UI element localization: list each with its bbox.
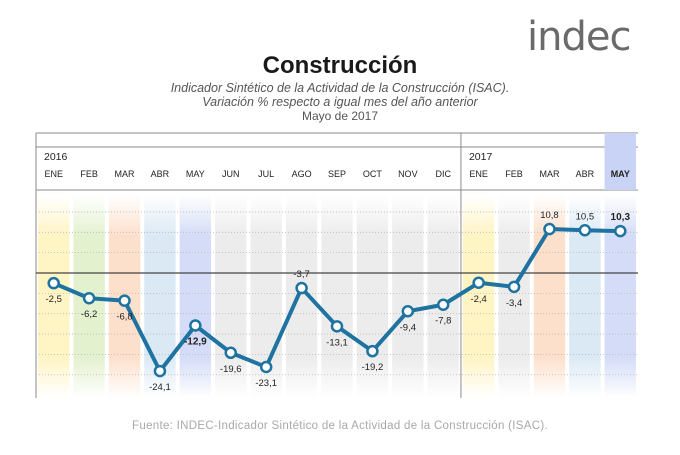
data-label: -2,5 (46, 294, 62, 305)
data-point (224, 346, 238, 360)
column-band (462, 195, 495, 398)
data-label: -24,1 (149, 382, 171, 393)
data-label: -13,1 (326, 337, 348, 348)
data-label: -2,4 (470, 294, 486, 305)
month-label-abr: ABR (151, 169, 170, 179)
month-label-mar: MAR (539, 169, 560, 179)
data-label: -6,8 (116, 312, 132, 323)
month-label-mar: MAR (115, 169, 136, 179)
data-point (189, 319, 202, 332)
data-point (578, 224, 592, 237)
data-label: -19,2 (362, 362, 384, 373)
indec-logo: indec (527, 14, 631, 60)
data-label: 10,5 (576, 211, 595, 222)
data-point (436, 298, 450, 311)
column-band (392, 195, 424, 398)
year-label-2017: 2017 (469, 151, 493, 163)
source-note: Fuente: INDEC-Indicador Sintético de la … (132, 420, 548, 432)
data-point (366, 344, 379, 358)
month-label-sep: SEP (328, 169, 346, 179)
data-point (295, 281, 308, 295)
data-label: -19,6 (220, 364, 242, 375)
month-label-ene: ENE (44, 169, 63, 179)
column-band (215, 195, 247, 398)
column-band (38, 195, 70, 398)
data-point (82, 291, 96, 305)
data-point (259, 360, 273, 374)
chart-date: Mayo de 2017 (301, 109, 379, 123)
chart-subtitle-1: Indicador Sintético de la Actividad de l… (170, 81, 510, 95)
data-label: -3,4 (506, 298, 522, 309)
month-label-feb: FEB (505, 169, 523, 179)
data-label: -6,2 (81, 309, 97, 320)
data-label: -23,1 (255, 378, 277, 389)
data-point (472, 276, 485, 290)
year-label-2016: 2016 (44, 151, 68, 163)
data-point (543, 222, 556, 236)
month-label-nov: NOV (398, 169, 418, 179)
data-point (614, 224, 627, 238)
month-label-oct: OCT (363, 169, 383, 179)
data-label: -3,7 (293, 269, 309, 280)
column-band (285, 195, 318, 398)
data-label: -12,9 (184, 337, 207, 348)
month-label-abr: ABR (576, 169, 595, 179)
chart-title: Construcción (262, 52, 418, 79)
column-band (179, 195, 212, 398)
data-point (401, 305, 415, 318)
data-label: 10,8 (540, 210, 559, 221)
column-band (321, 195, 353, 398)
data-point (47, 276, 60, 290)
month-label-may: MAY (611, 169, 630, 179)
month-label-jul: JUL (258, 169, 274, 179)
month-label-feb: FEB (80, 169, 98, 179)
month-label-may: MAY (186, 169, 205, 179)
column-band (498, 195, 530, 398)
data-point (118, 294, 131, 307)
column-band (356, 195, 389, 398)
month-label-dic: DIC (435, 169, 451, 179)
chart-subtitle-2: Variación % respecto a igual mes del año… (202, 95, 478, 109)
data-label: 10,3 (611, 212, 631, 223)
current-month-header-highlight (604, 133, 636, 190)
data-point (153, 364, 167, 378)
data-label: -7,8 (435, 316, 451, 327)
data-point (507, 280, 521, 294)
column-band (144, 195, 176, 398)
month-label-ene: ENE (469, 169, 488, 179)
month-label-jun: JUN (222, 169, 240, 179)
data-point (330, 320, 344, 333)
month-label-ago: AGO (292, 169, 312, 179)
data-label: -9,4 (400, 322, 416, 333)
